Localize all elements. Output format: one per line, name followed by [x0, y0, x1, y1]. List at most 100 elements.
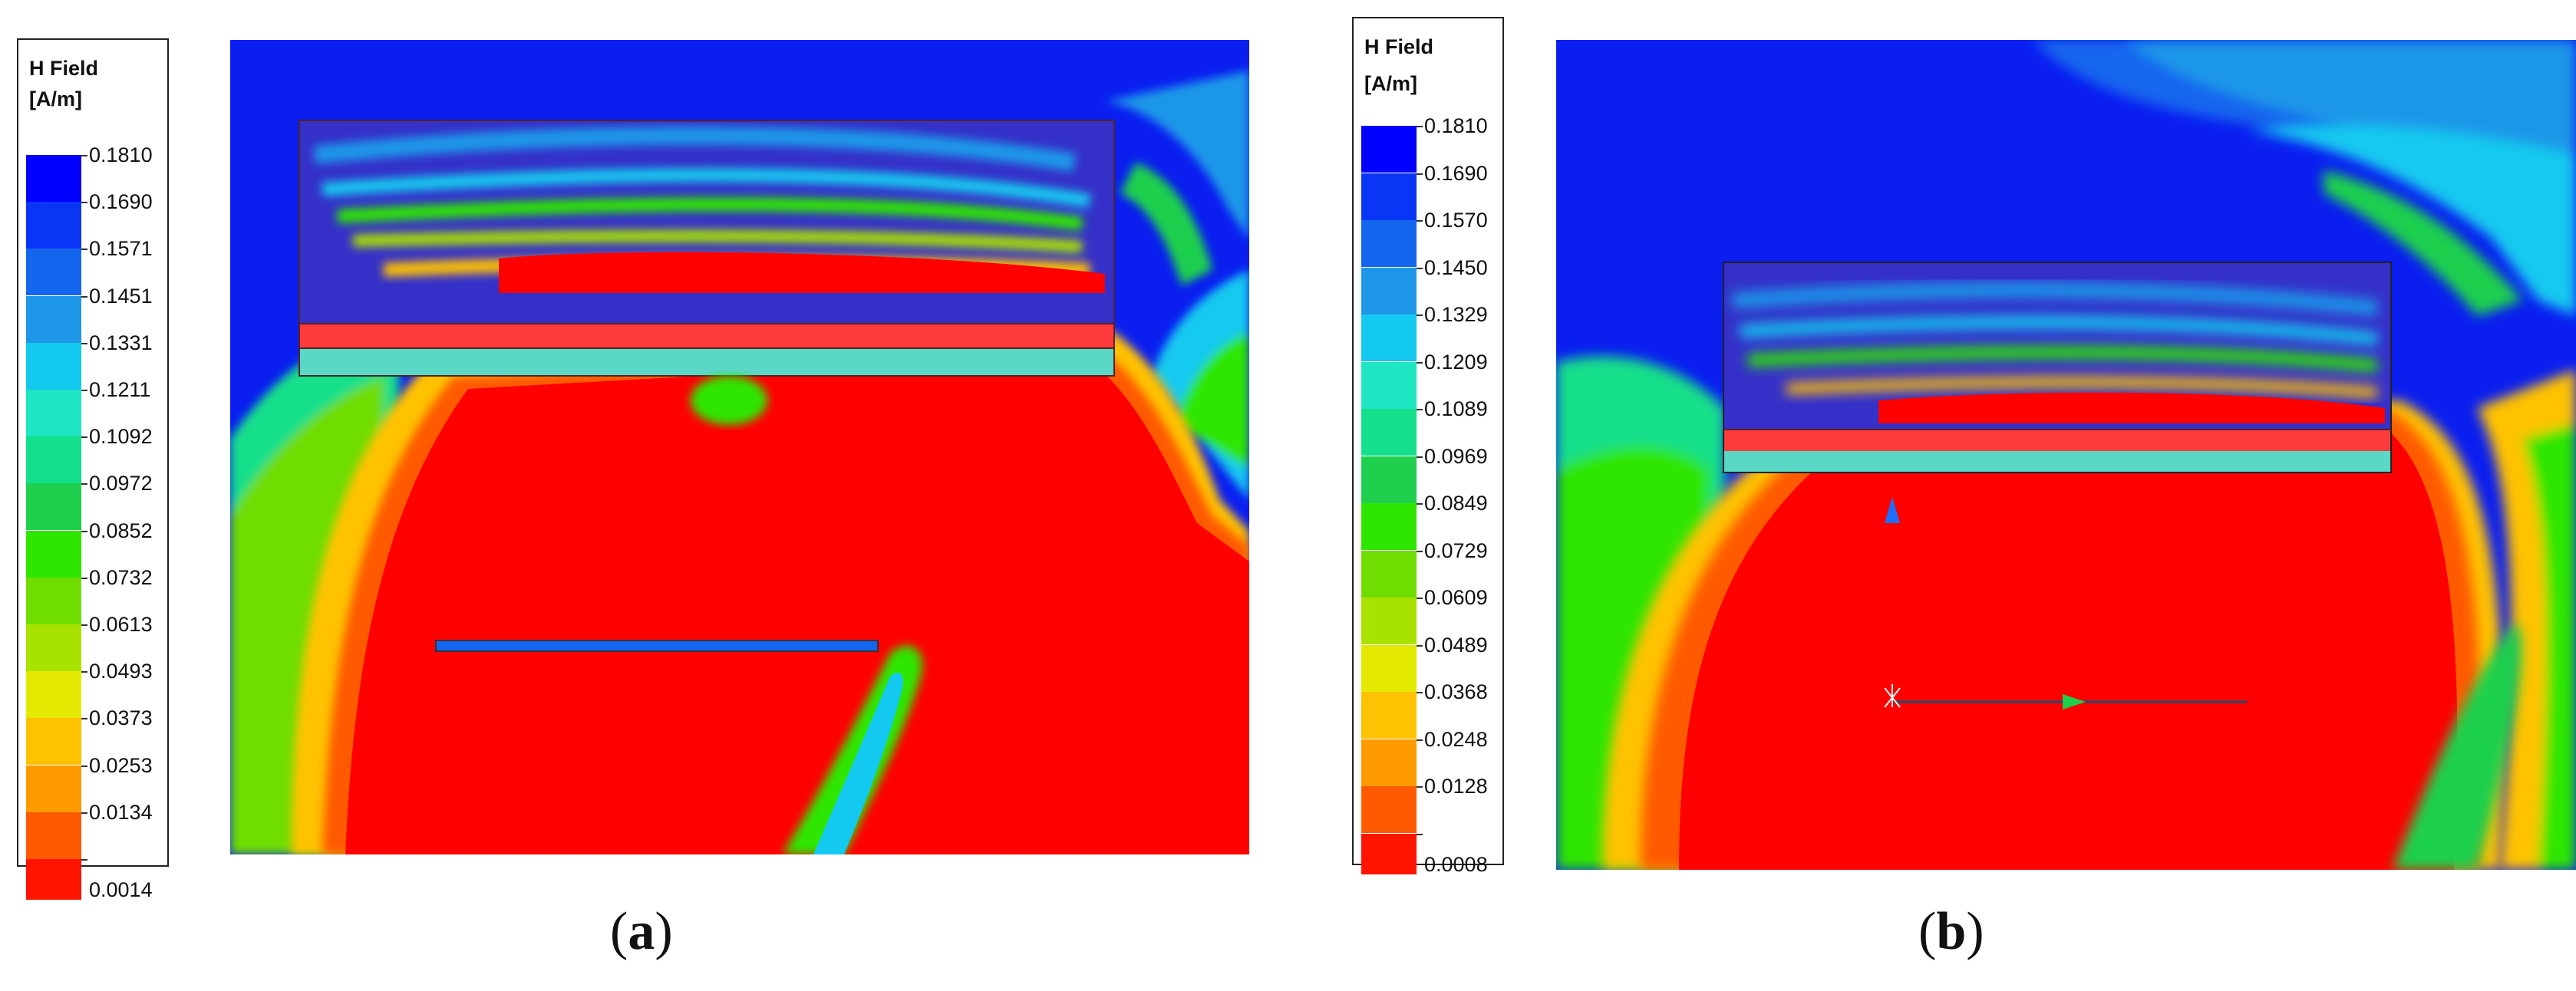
legend-swatch — [26, 295, 81, 343]
legend-value: 0.0732 — [89, 565, 153, 589]
legend-tick — [1417, 786, 1423, 788]
caption-b: (b) — [1918, 902, 1984, 961]
legend-swatch — [26, 390, 81, 436]
legend-value: 0.0613 — [89, 613, 153, 636]
field-map-a — [230, 40, 1249, 854]
legend-tick — [81, 483, 87, 486]
legend-value: 0.1211 — [89, 378, 151, 401]
legend-value: 0.1810 — [1424, 114, 1488, 137]
legend-swatch — [26, 155, 81, 202]
legend-value: 0.0969 — [1424, 444, 1488, 468]
legend-tick — [1417, 833, 1423, 835]
legend-swatch — [1361, 220, 1417, 267]
legend-value: 0.1451 — [89, 284, 153, 308]
legend-swatch — [1361, 267, 1417, 314]
legend-title: H Field — [1364, 35, 1434, 58]
legend-swatch — [1361, 456, 1417, 503]
legend-swatch — [26, 342, 81, 390]
legend-tick — [1417, 220, 1423, 222]
legend-swatch — [1361, 314, 1417, 361]
legend-swatch — [1361, 692, 1417, 739]
field-plot — [1556, 40, 2576, 870]
legend-swatch — [26, 202, 81, 249]
legend-tick — [81, 530, 87, 532]
legend-title: H Field — [29, 57, 99, 80]
legend-value: 0.0852 — [89, 519, 153, 542]
legend-value: 0.0014 — [89, 878, 153, 901]
legend-swatch — [1361, 173, 1417, 220]
legend-tick — [81, 249, 87, 251]
legend-value: 0.1209 — [1424, 350, 1488, 374]
legend-tick — [1417, 598, 1423, 599]
coil-bar — [435, 640, 879, 652]
legend-tick — [81, 859, 87, 861]
probe-marker-icon — [1885, 497, 1900, 523]
legend-value: 0.0368 — [1424, 680, 1488, 703]
legend-tick — [81, 812, 87, 814]
legend-value: 0.0008 — [1424, 852, 1488, 876]
legend-swatch — [1361, 409, 1417, 456]
legend-swatch — [26, 765, 81, 812]
legend-value: 0.1690 — [1424, 161, 1488, 185]
color-legend: H Field [A/m] 0.1810 0.1690 0.1571 0.1451 0.… — [17, 38, 169, 900]
legend-tick — [81, 671, 87, 673]
legend-value: 0.1092 — [89, 425, 153, 449]
legend-unit: [A/m] — [29, 87, 82, 110]
legend-swatch — [26, 859, 81, 900]
legend-value: 0.0729 — [1424, 538, 1488, 562]
legend-swatch — [1361, 503, 1417, 550]
legend-value: 0.0134 — [89, 800, 153, 824]
legend-swatch — [1361, 126, 1417, 173]
legend-swatch — [1361, 739, 1417, 786]
legend-swatch — [26, 249, 81, 296]
legend-value: 0.0609 — [1424, 586, 1488, 609]
legend-tick — [1417, 739, 1423, 741]
legend-tick — [81, 577, 87, 579]
legend-tick — [81, 342, 87, 344]
legend-value: 0.0128 — [1424, 775, 1488, 798]
legend-value: 0.0253 — [89, 753, 153, 777]
legend-swatch — [1361, 644, 1417, 692]
legend-unit: [A/m] — [1364, 72, 1417, 95]
legend-swatch — [1361, 833, 1417, 874]
legend-swatch — [26, 624, 81, 671]
legend-tick — [1417, 503, 1423, 505]
legend-tick — [81, 202, 87, 204]
panel-a: H Field [A/m] 0.1810 0.1690 0.1571 0.1451 0.… — [0, 0, 1274, 991]
color-legend: H Field [A/m] 0.1810 0.1690 0.1570 0.1450 0.… — [1352, 17, 1504, 874]
legend-tick — [1417, 550, 1423, 552]
legend-swatch — [1361, 786, 1417, 833]
legend-tick — [81, 624, 87, 626]
legend-value: 0.0248 — [1424, 727, 1488, 751]
legend-swatch — [26, 530, 81, 578]
legend-value: 0.1331 — [89, 331, 153, 354]
legend-swatch — [26, 577, 81, 624]
legend-tick — [81, 390, 87, 391]
legend-value: 0.0489 — [1424, 633, 1488, 657]
legend-swatch — [26, 671, 81, 719]
legend-tick — [81, 765, 87, 767]
legend-tick — [1417, 267, 1423, 269]
axis-triad-icon — [1884, 684, 1901, 708]
legend-swatch — [1361, 598, 1417, 644]
legend-tick — [81, 155, 87, 156]
legend-value: 0.0849 — [1424, 492, 1488, 515]
legend-tick — [81, 436, 87, 439]
legend-swatch — [26, 812, 81, 859]
legend-value: 0.1089 — [1424, 397, 1488, 420]
caption-a: (a) — [610, 902, 673, 961]
legend-swatch — [26, 718, 81, 765]
legend-swatch — [26, 483, 81, 531]
legend-tick — [81, 718, 87, 720]
legend-tick — [1417, 644, 1423, 647]
legend-swatch — [26, 436, 81, 484]
legend-value: 0.0972 — [89, 472, 153, 496]
legend-swatch — [1361, 361, 1417, 409]
legend-value: 0.0373 — [89, 706, 153, 730]
legend-tick — [1417, 173, 1423, 175]
legend-tick — [1417, 456, 1423, 458]
legend-tick — [1417, 692, 1423, 693]
legend-tick — [1417, 361, 1423, 364]
legend-tick — [1417, 126, 1423, 127]
field-map-b — [1556, 40, 2576, 870]
